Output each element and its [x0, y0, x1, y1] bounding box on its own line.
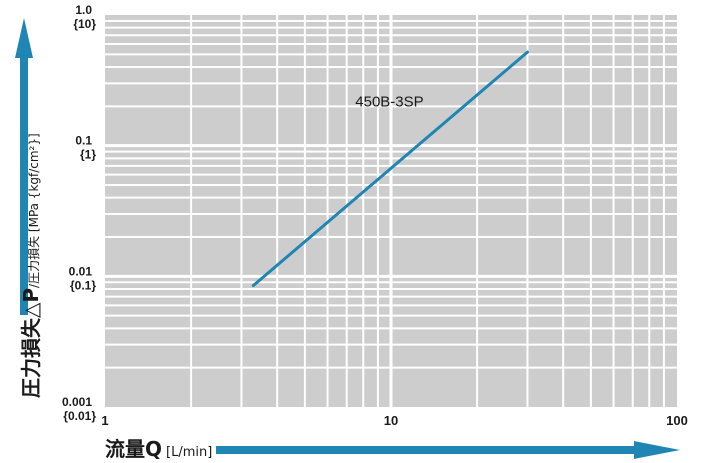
grid [105, 15, 677, 407]
y-tick-sublabel: {0.1} [70, 278, 96, 292]
y-tick-label: 0.1 [75, 134, 92, 148]
x-tick-label: 10 [384, 413, 398, 428]
x-axis-label: 流量Q [105, 437, 162, 461]
y-axis-title: 圧力損失△P/圧力損失 [MPa {kgf/cm²}] [19, 133, 43, 398]
x-axis-unit: [L/min] [166, 445, 212, 460]
y-tick-label: 0.001 [62, 395, 92, 409]
y-tick-label: 0.01 [69, 264, 93, 278]
x-tick-label: 1 [101, 413, 108, 428]
series-label: 450B-3SP [355, 93, 423, 110]
x-tick-labels: 1 10 100 [101, 413, 687, 428]
y-tick-sublabel: {1} [80, 148, 96, 162]
x-tick-label: 100 [666, 413, 688, 428]
x-axis-title: 流量Q [L/min] [105, 437, 212, 461]
x-axis-arrow-shaft [216, 446, 638, 454]
x-axis-arrow-head [634, 441, 680, 459]
y-axis-arrow-shaft [20, 55, 28, 315]
y-axis-label: 圧力損失△P [19, 288, 43, 398]
y-tick-sublabel: {10} [73, 17, 96, 31]
y-axis-arrow-head [15, 18, 33, 58]
series-line-450B-3SP [251, 50, 529, 288]
y-tick-labels: 1.0{10} 0.1{1} 0.01{0.1} 0.001{0.01} [62, 3, 96, 423]
y-tick-sublabel: {0.01} [63, 409, 96, 423]
y-tick-label: 1.0 [75, 3, 92, 17]
y-axis-unit: /圧力損失 [MPa {kgf/cm²}] [26, 133, 41, 288]
series-layer: 450B-3SP [251, 50, 529, 288]
